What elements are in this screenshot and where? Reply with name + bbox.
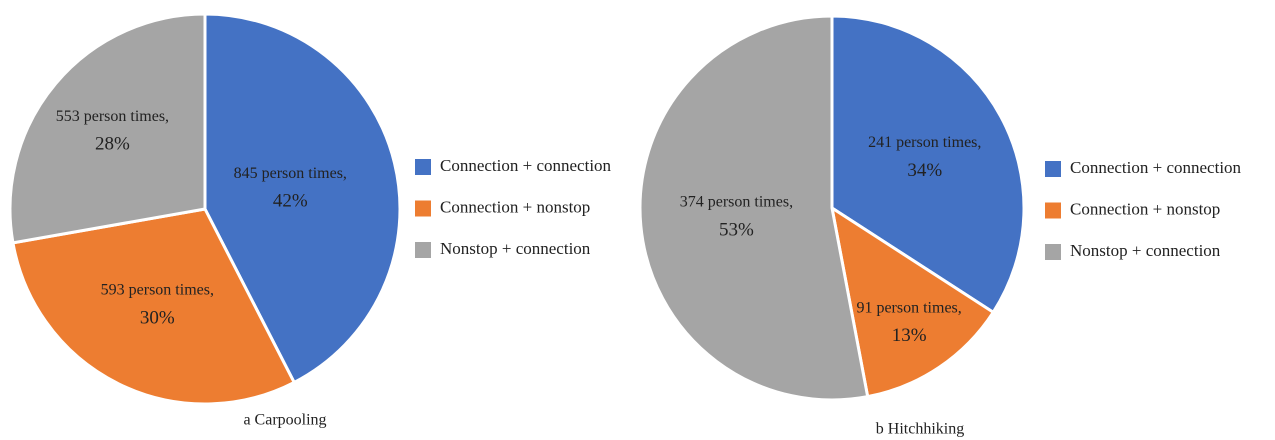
legend-swatch	[1045, 202, 1061, 219]
slice-percent: 28%	[95, 134, 130, 155]
legend-swatch	[415, 159, 431, 175]
legend-swatch	[1045, 244, 1061, 260]
legend-swatch	[1045, 161, 1061, 177]
pie-slice	[829, 204, 996, 399]
legend-swatch	[415, 242, 431, 258]
slice-label: 91 person times,	[856, 299, 961, 316]
legend-label: Connection + nonstop	[1070, 199, 1220, 218]
legend-label: Nonstop + connection	[440, 239, 591, 258]
caption: b Hitchhiking	[876, 421, 964, 438]
pie-slice	[203, 12, 402, 385]
pie-slice	[11, 207, 297, 406]
slice-percent: 34%	[907, 160, 942, 181]
pie-slice	[638, 14, 870, 402]
slice-label: 241 person times,	[868, 134, 981, 151]
slice-percent: 42%	[273, 191, 308, 212]
legend-label: Connection + connection	[1070, 158, 1242, 177]
slice-percent: 53%	[719, 219, 754, 240]
legend-label: Connection + connection	[440, 156, 612, 175]
slice-label: 593 person times,	[101, 282, 214, 299]
legend-label: Connection + nonstop	[440, 197, 590, 216]
pie-slice	[8, 12, 207, 245]
slice-label: 374 person times,	[680, 194, 793, 211]
legend-swatch	[415, 200, 431, 217]
slice-percent: 13%	[892, 325, 927, 346]
slice-percent: 30%	[140, 307, 175, 328]
slice-label: 845 person times,	[234, 165, 347, 182]
caption: a Carpooling	[243, 412, 326, 429]
legend-label: Nonstop + connection	[1070, 241, 1221, 260]
slice-label: 553 person times,	[56, 108, 169, 125]
